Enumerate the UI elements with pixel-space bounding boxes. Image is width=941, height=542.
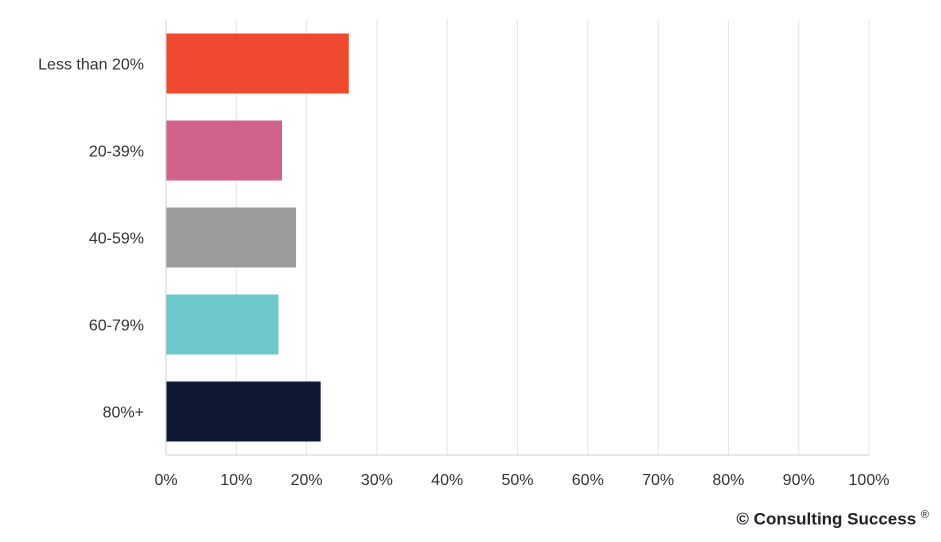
x-tick-label: 10% bbox=[220, 472, 252, 489]
x-tick-label: 30% bbox=[361, 472, 393, 489]
bar bbox=[166, 33, 349, 94]
credit-footer: © Consulting Success ® bbox=[736, 509, 929, 530]
x-tick-label: 20% bbox=[291, 472, 323, 489]
category-label: 40-59% bbox=[89, 231, 144, 248]
category-labels: Less than 20% 20-39% 40-59% 60-79% 80%+ bbox=[38, 57, 144, 422]
category-label: Less than 20% bbox=[38, 57, 144, 74]
axes bbox=[165, 20, 869, 456]
category-label: 20-39% bbox=[89, 144, 144, 161]
x-tick-label: 40% bbox=[431, 472, 463, 489]
x-tick-label: 70% bbox=[642, 472, 674, 489]
bar bbox=[166, 120, 282, 181]
credit-text: © Consulting Success bbox=[736, 510, 917, 529]
bars bbox=[166, 33, 349, 442]
x-tick-labels: 0% 10% 20% 30% 40% 50% 60% 70% 80% 90% 100% bbox=[154, 472, 889, 489]
category-label: 60-79% bbox=[89, 318, 144, 335]
x-tick-label: 50% bbox=[501, 472, 533, 489]
category-label: 80%+ bbox=[103, 405, 144, 422]
x-tick-label: 90% bbox=[783, 472, 815, 489]
x-tick-label: 0% bbox=[154, 472, 177, 489]
bar bbox=[166, 294, 279, 355]
x-tick-label: 100% bbox=[849, 472, 890, 489]
x-tick-label: 60% bbox=[572, 472, 604, 489]
x-tick-label: 80% bbox=[712, 472, 744, 489]
bar bbox=[166, 381, 321, 442]
bar bbox=[166, 207, 297, 268]
registered-mark: ® bbox=[920, 509, 929, 522]
